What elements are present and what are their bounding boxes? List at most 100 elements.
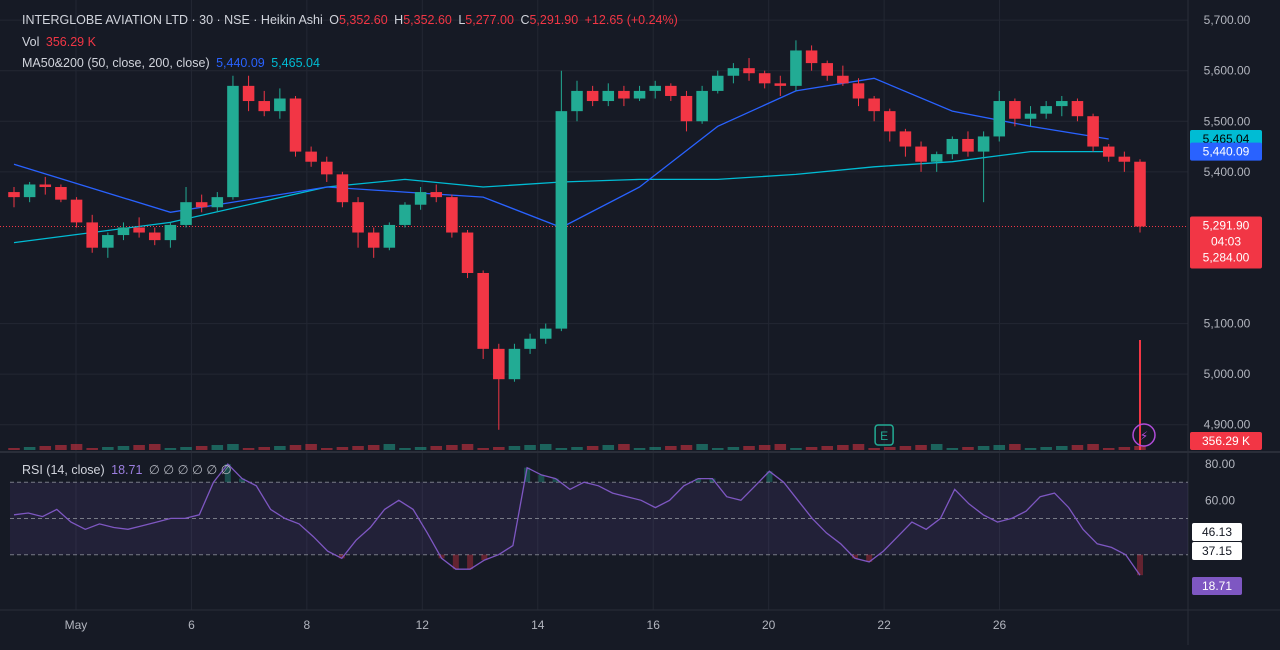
volume-bar: [665, 446, 677, 450]
candle-body: [1040, 106, 1052, 114]
volume-bar: [289, 445, 302, 450]
volume-bar: [133, 445, 145, 450]
volume-bar: [461, 444, 474, 450]
candle-body: [461, 232, 474, 273]
candle-body: [758, 73, 771, 84]
candle-body: [508, 348, 521, 380]
candle-body: [414, 192, 427, 205]
volume-badge-bg: [1190, 432, 1262, 450]
volume-bar: [258, 447, 270, 450]
candle-body: [274, 98, 286, 112]
date-tick-label: 22: [877, 618, 891, 632]
rsi-label: RSI (14, close): [22, 463, 105, 477]
candle-body: [86, 222, 98, 248]
candle-body: [352, 202, 364, 233]
candle-body: [336, 174, 349, 203]
volume-bar: [430, 446, 443, 450]
volume-bar: [915, 445, 927, 450]
main-legend: INTERGLOBE AVIATION LTD · 30 · NSE · Hei…: [22, 13, 681, 27]
volume-bar: [758, 445, 771, 450]
volume-bar: [55, 445, 67, 450]
date-tick-label: 8: [304, 618, 311, 632]
rsi-legend[interactable]: RSI (14, close) 18.71 ∅ ∅ ∅ ∅ ∅ ∅: [22, 462, 235, 477]
ma50-line[interactable]: [13, 77, 1109, 229]
price-tick-label: 5,500.00: [1204, 114, 1251, 128]
candle-body: [305, 151, 317, 162]
rsi-lower-badge[interactable]: 37.15: [1192, 542, 1242, 560]
candle-body: [790, 50, 802, 86]
volume-bar: [117, 446, 130, 450]
candle-body: [23, 184, 36, 198]
volume-bar: [962, 447, 974, 450]
candle-body: [539, 328, 552, 339]
volume-bar: [414, 447, 427, 450]
candle-body: [727, 68, 740, 76]
volume-bar: [524, 445, 536, 450]
candle-body: [743, 68, 755, 74]
candle-body: [39, 184, 52, 188]
earnings-marker[interactable]: E: [874, 424, 894, 446]
volume-bar: [790, 448, 802, 450]
candle-body: [133, 227, 145, 233]
price-change: +12.65 (+0.24%): [584, 13, 678, 27]
candle-body: [711, 75, 724, 91]
volume-bar: [1040, 447, 1052, 450]
volume-bar: [571, 447, 583, 450]
candle-body: [117, 227, 130, 236]
candle-body: [930, 154, 943, 162]
volume-bar: [868, 448, 880, 450]
volume-bar: [649, 447, 661, 450]
last-price-badge-bg: [1190, 216, 1262, 269]
volume-bar: [993, 445, 1006, 450]
ma50-value: 5,440.09: [216, 56, 265, 70]
rsi-tick-label: 80.00: [1205, 457, 1235, 471]
volume-bar: [477, 448, 489, 450]
volume-bar: [555, 448, 568, 450]
volume-bar: [805, 447, 818, 450]
candle-body: [1024, 113, 1037, 119]
date-tick-label: May: [65, 618, 88, 632]
date-tick-label: 26: [993, 618, 1007, 632]
symbol-title[interactable]: INTERGLOBE AVIATION LTD · 30 · NSE · Hei…: [22, 13, 323, 27]
last-price-badge[interactable]: 5,291.90 04:03 5,284.00: [1190, 216, 1262, 269]
last-price-badge-text: 5,284.00: [1203, 251, 1250, 265]
rsi-extras: ∅ ∅ ∅ ∅ ∅ ∅: [148, 463, 232, 477]
rsi-pane[interactable]: [10, 463, 1188, 576]
volume-bar: [586, 446, 599, 450]
candle-body: [1118, 156, 1131, 162]
candle-body: [383, 224, 396, 248]
candle-body: [524, 338, 536, 349]
ma50-price-badge[interactable]: 5,440.09: [1190, 142, 1262, 161]
candle-body: [321, 161, 333, 175]
volume-bar: [23, 447, 36, 450]
volume-bar: [399, 448, 411, 450]
candle-body: [633, 90, 646, 99]
candle-body: [446, 197, 458, 233]
volume-bar: [711, 448, 724, 450]
candle-body: [1102, 146, 1115, 157]
volume-bar: [852, 444, 865, 450]
candles[interactable]: [8, 40, 1146, 450]
volume-legend[interactable]: Vol 356.29 K: [22, 35, 99, 49]
candle-body: [665, 85, 677, 96]
volume-badge[interactable]: 356.29 K: [1190, 432, 1262, 450]
volume-bar: [321, 448, 333, 450]
high-value: 5,352.60: [403, 13, 452, 27]
candle-body: [868, 98, 880, 112]
volume-bar: [1024, 448, 1037, 450]
volume-bar: [1056, 446, 1068, 450]
volume-bar: [383, 444, 396, 450]
candle-body: [55, 187, 67, 200]
candle-body: [430, 192, 443, 198]
dividend-marker[interactable]: ⚡: [1132, 423, 1156, 447]
volume-bar: [633, 448, 646, 450]
rsi-lower-badge-text: 37.15: [1202, 544, 1232, 558]
rsi-upper-badge[interactable]: 46.13: [1192, 523, 1242, 541]
ma-legend[interactable]: MA50&200 (50, close, 200, close) 5,440.0…: [22, 56, 323, 70]
volume-bar: [884, 447, 896, 450]
rsi-value-badge[interactable]: 18.71: [1192, 577, 1242, 595]
